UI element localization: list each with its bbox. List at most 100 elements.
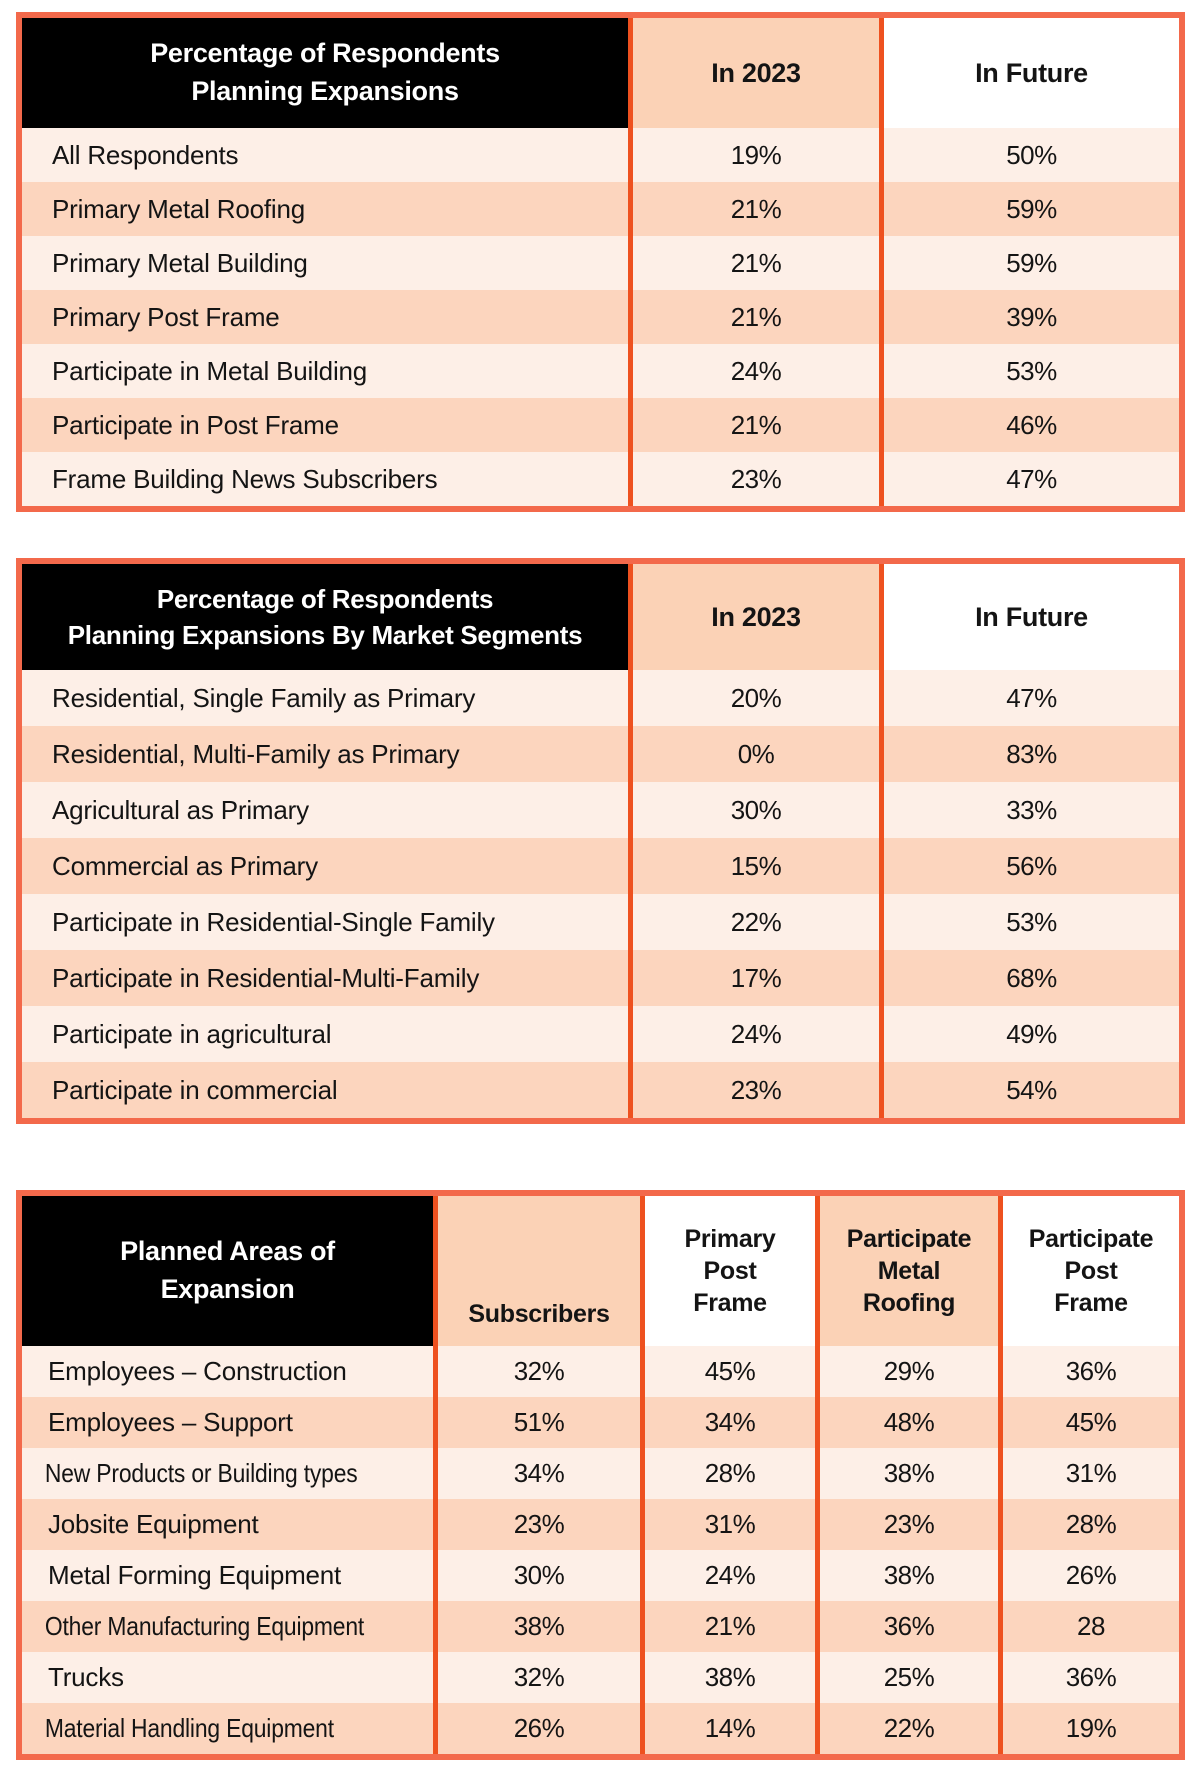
row-label: Metal Forming Equipment xyxy=(48,1560,342,1590)
value-subscribers: 51% xyxy=(433,1397,640,1448)
value-in-future: 33% xyxy=(879,782,1179,838)
table-row: Primary Metal Building 21% 59% xyxy=(22,236,1179,290)
row-label: Jobsite Equipment xyxy=(48,1509,259,1539)
value-participate-post-frame: 26% xyxy=(998,1550,1179,1601)
value-in-2023: 19% xyxy=(628,128,879,182)
value-in-future: 53% xyxy=(879,344,1179,398)
segments-table-header-row: Percentage of Respondents Planning Expan… xyxy=(22,564,1179,670)
table-row: Participate in Residential-Multi-Family … xyxy=(22,950,1179,1006)
column-header-subscribers: Subscribers xyxy=(433,1196,640,1346)
row-label: Participate in commercial xyxy=(52,1074,338,1105)
value-subscribers: 30% xyxy=(433,1550,640,1601)
value-primary-post-frame: 34% xyxy=(640,1397,815,1448)
column-header-in-2023: In 2023 xyxy=(628,18,879,128)
value-in-2023: 30% xyxy=(628,782,879,838)
column-header-primary-post-frame: Primary Post Frame xyxy=(640,1196,815,1346)
row-label: Participate in Metal Building xyxy=(52,355,368,386)
value-participate-post-frame: 45% xyxy=(998,1397,1179,1448)
value-in-2023: 22% xyxy=(628,894,879,950)
value-participate-post-frame: 36% xyxy=(998,1346,1179,1397)
value-participate-post-frame: 31% xyxy=(998,1448,1179,1499)
value-in-2023: 24% xyxy=(628,344,879,398)
value-in-future: 50% xyxy=(879,128,1179,182)
table-row: Participate in commercial 23% 54% xyxy=(22,1062,1179,1118)
row-label: Residential, Single Family as Primary xyxy=(52,682,476,713)
table-row: Participate in Metal Building 24% 53% xyxy=(22,344,1179,398)
value-participate-post-frame: 28 xyxy=(998,1601,1179,1652)
areas-table: Planned Areas of Expansion Subscribers P… xyxy=(16,1190,1185,1760)
row-label: Employees – Construction xyxy=(48,1356,347,1386)
segments-table: Percentage of Respondents Planning Expan… xyxy=(16,558,1185,1124)
value-in-2023: 23% xyxy=(628,1062,879,1118)
table-row: Jobsite Equipment 23% 31% 23% 28% xyxy=(22,1499,1179,1550)
value-in-future: 47% xyxy=(879,452,1179,506)
row-label: Employees – Support xyxy=(48,1407,293,1437)
table-row: Commercial as Primary 15% 56% xyxy=(22,838,1179,894)
table-row: Primary Post Frame 21% 39% xyxy=(22,290,1179,344)
table-row: Metal Forming Equipment 30% 24% 38% 26% xyxy=(22,1550,1179,1601)
value-participate-post-frame: 19% xyxy=(998,1703,1179,1754)
row-label: Residential, Multi-Family as Primary xyxy=(52,738,460,769)
value-in-2023: 20% xyxy=(628,670,879,726)
value-in-2023: 23% xyxy=(628,452,879,506)
value-subscribers: 32% xyxy=(433,1652,640,1703)
expansions-table: Percentage of Respondents Planning Expan… xyxy=(16,12,1185,512)
row-label: Agricultural as Primary xyxy=(52,794,309,825)
row-label: Participate in Post Frame xyxy=(52,409,339,440)
value-in-future: 59% xyxy=(879,236,1179,290)
value-in-future: 83% xyxy=(879,726,1179,782)
table-row: Other Manufacturing Equipment 38% 21% 36… xyxy=(22,1601,1179,1652)
column-header-in-2023: In 2023 xyxy=(628,564,879,670)
areas-table-title: Planned Areas of Expansion xyxy=(22,1196,433,1346)
table-row: New Products or Building types 34% 28% 3… xyxy=(22,1448,1179,1499)
value-in-future: 59% xyxy=(879,182,1179,236)
row-label: Primary Metal Building xyxy=(52,247,308,278)
table-row: Residential, Multi-Family as Primary 0% … xyxy=(22,726,1179,782)
value-in-2023: 21% xyxy=(628,398,879,452)
areas-table-header-row: Planned Areas of Expansion Subscribers P… xyxy=(22,1196,1179,1346)
value-primary-post-frame: 45% xyxy=(640,1346,815,1397)
value-primary-post-frame: 31% xyxy=(640,1499,815,1550)
value-in-future: 56% xyxy=(879,838,1179,894)
table-row: Agricultural as Primary 30% 33% xyxy=(22,782,1179,838)
row-label: New Products or Building types xyxy=(44,1458,358,1488)
value-participate-metal-roofing: 48% xyxy=(815,1397,998,1448)
value-participate-post-frame: 36% xyxy=(998,1652,1179,1703)
value-primary-post-frame: 38% xyxy=(640,1652,815,1703)
table-row: Residential, Single Family as Primary 20… xyxy=(22,670,1179,726)
value-in-future: 54% xyxy=(879,1062,1179,1118)
row-label: Participate in Residential-Multi-Family xyxy=(52,962,480,993)
table-row: Frame Building News Subscribers 23% 47% xyxy=(22,452,1179,506)
value-subscribers: 32% xyxy=(433,1346,640,1397)
value-in-2023: 21% xyxy=(628,182,879,236)
row-label: Trucks xyxy=(48,1662,124,1692)
value-participate-post-frame: 28% xyxy=(998,1499,1179,1550)
value-primary-post-frame: 24% xyxy=(640,1550,815,1601)
value-in-future: 49% xyxy=(879,1006,1179,1062)
row-label: Frame Building News Subscribers xyxy=(52,463,438,494)
value-subscribers: 38% xyxy=(433,1601,640,1652)
table-row: Employees – Construction 32% 45% 29% 36% xyxy=(22,1346,1179,1397)
value-in-future: 46% xyxy=(879,398,1179,452)
column-header-in-future: In Future xyxy=(879,18,1179,128)
column-header-participate-metal-roofing: Participate Metal Roofing xyxy=(815,1196,998,1346)
value-subscribers: 26% xyxy=(433,1703,640,1754)
value-primary-post-frame: 21% xyxy=(640,1601,815,1652)
value-in-future: 68% xyxy=(879,950,1179,1006)
table-row: Participate in Post Frame 21% 46% xyxy=(22,398,1179,452)
value-participate-metal-roofing: 29% xyxy=(815,1346,998,1397)
table-row: All Respondents 19% 50% xyxy=(22,128,1179,182)
value-participate-metal-roofing: 38% xyxy=(815,1550,998,1601)
column-header-in-future: In Future xyxy=(879,564,1179,670)
value-in-2023: 17% xyxy=(628,950,879,1006)
segments-table-title: Percentage of Respondents Planning Expan… xyxy=(22,564,628,670)
row-label: Primary Metal Roofing xyxy=(52,193,305,224)
value-participate-metal-roofing: 25% xyxy=(815,1652,998,1703)
table-row: Participate in agricultural 24% 49% xyxy=(22,1006,1179,1062)
row-label: Commercial as Primary xyxy=(52,850,318,881)
value-primary-post-frame: 28% xyxy=(640,1448,815,1499)
row-label: Other Manufacturing Equipment xyxy=(44,1611,365,1641)
expansions-table-header-row: Percentage of Respondents Planning Expan… xyxy=(22,18,1179,128)
table-row: Employees – Support 51% 34% 48% 45% xyxy=(22,1397,1179,1448)
